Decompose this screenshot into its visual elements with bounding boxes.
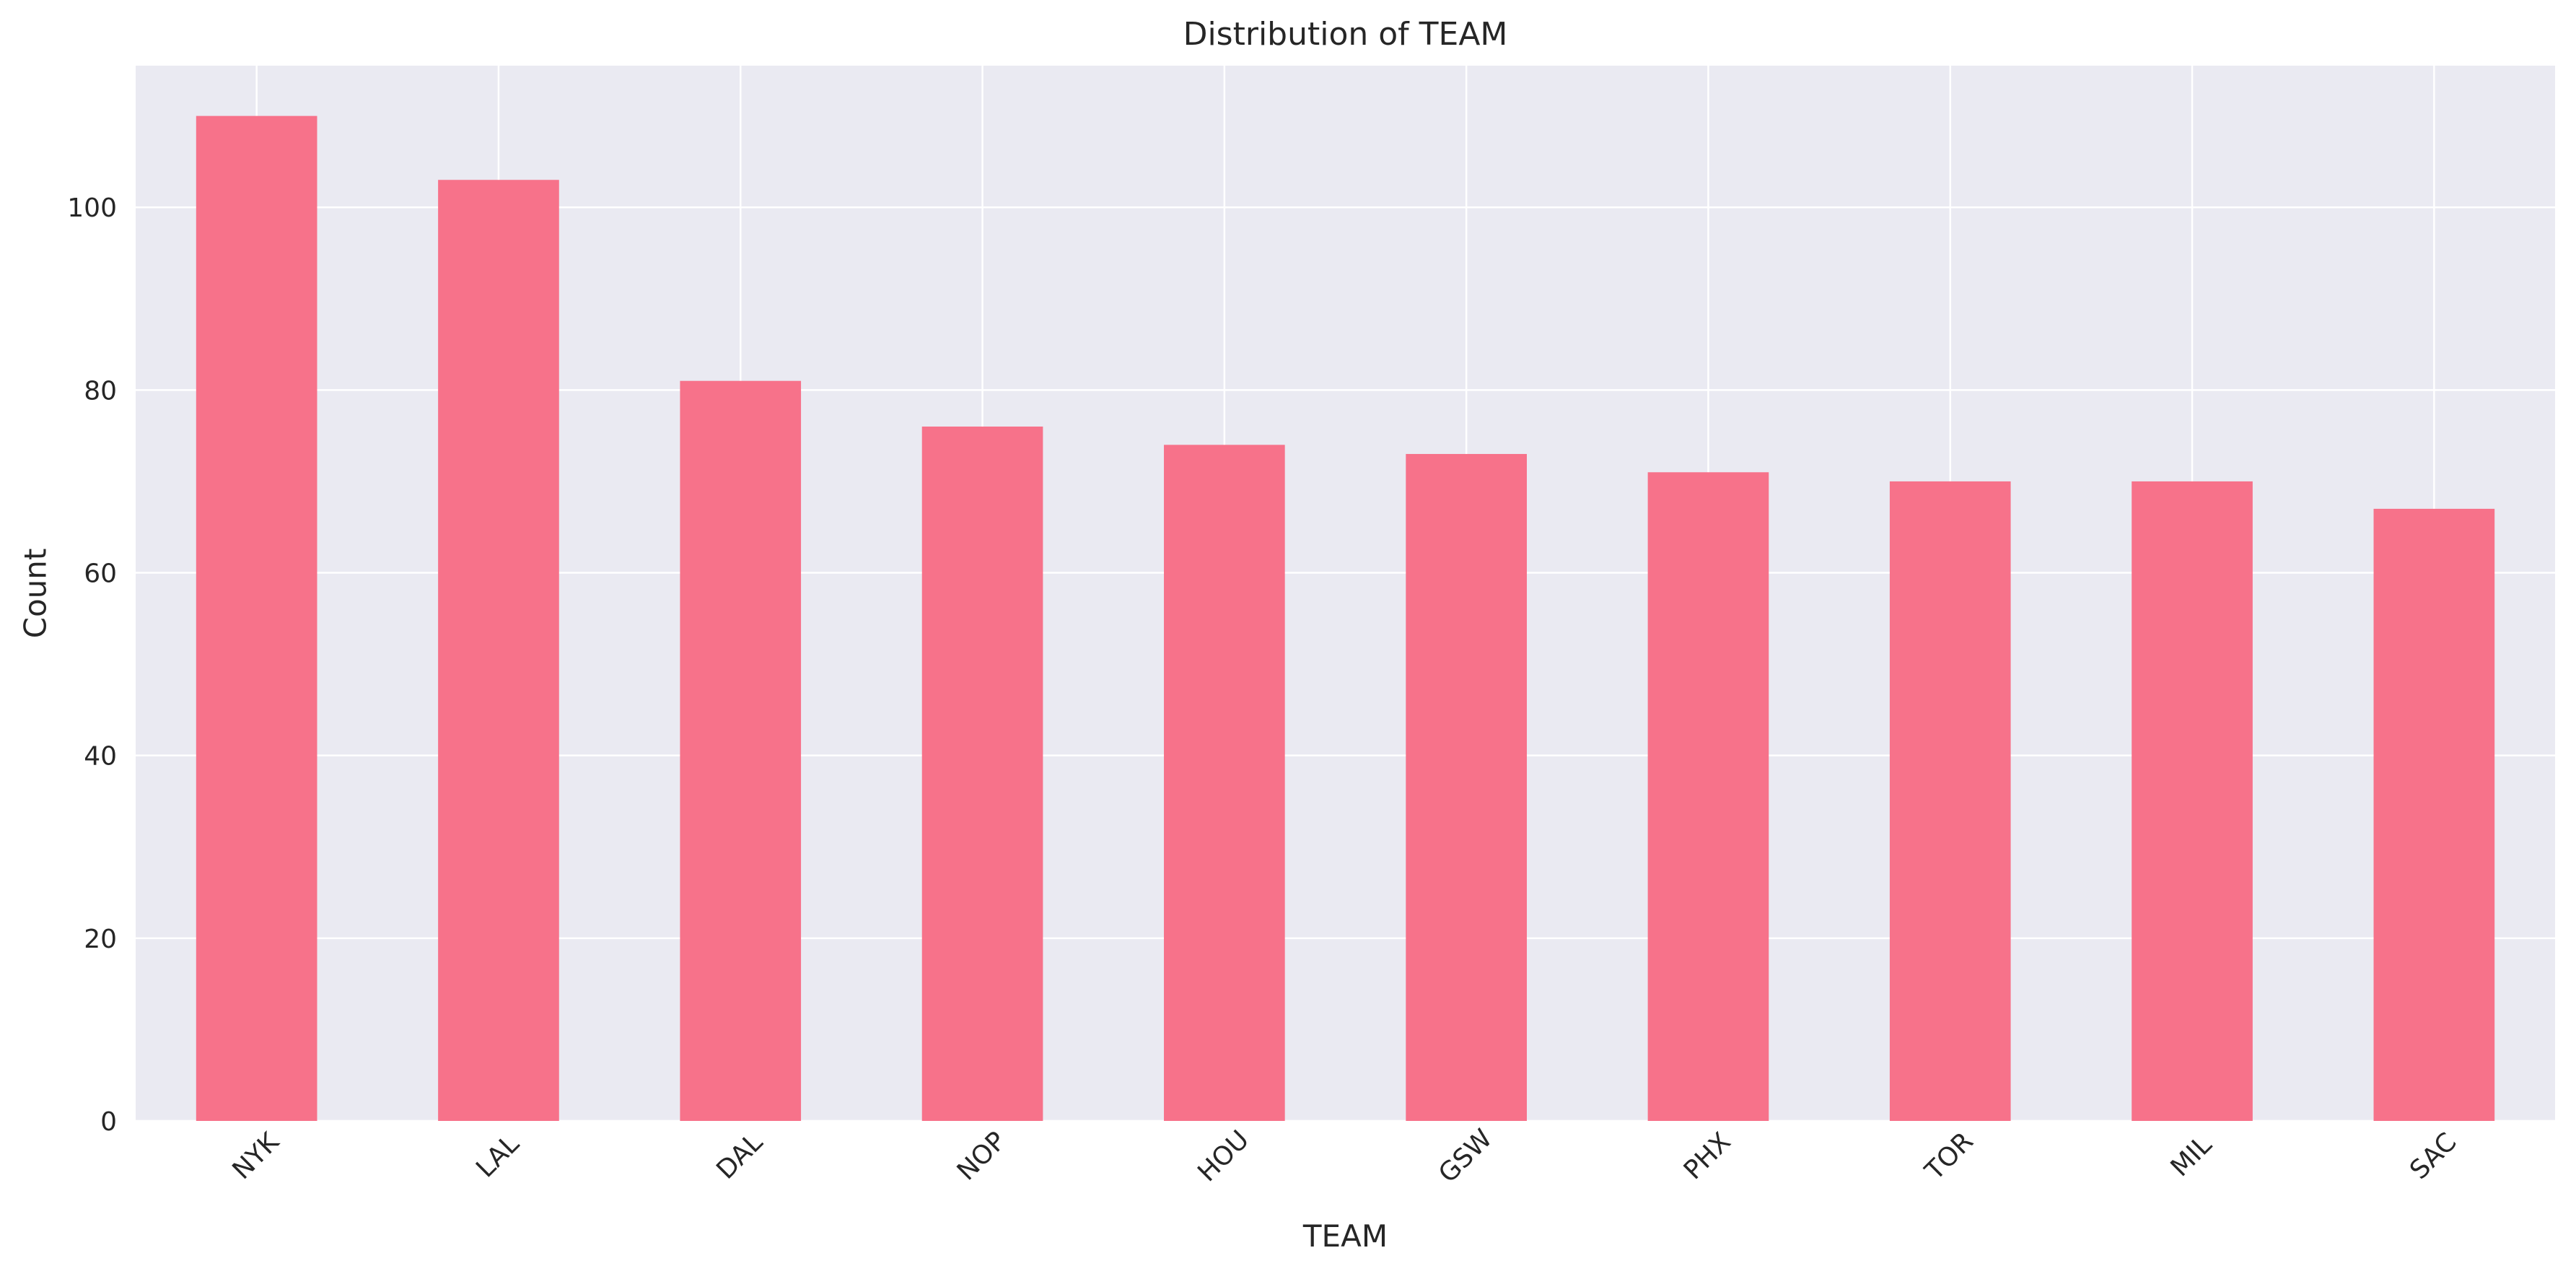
x-tick-label: LAL bbox=[470, 1129, 525, 1183]
bar-sac bbox=[2373, 508, 2495, 1121]
y-tick-label: 100 bbox=[67, 193, 117, 223]
bar-hou bbox=[1164, 445, 1285, 1121]
x-tick-label: TOR bbox=[1919, 1127, 1979, 1187]
y-tick-label: 40 bbox=[84, 742, 117, 772]
x-tick-label: NOP bbox=[952, 1126, 1012, 1186]
bar-nop bbox=[921, 426, 1043, 1121]
bar-phx bbox=[1647, 472, 1769, 1121]
bar-mil bbox=[2132, 481, 2253, 1121]
x-tick-label: DAL bbox=[711, 1127, 768, 1185]
bar-dal bbox=[680, 380, 802, 1121]
x-tick-label: PHX bbox=[1678, 1127, 1737, 1185]
chart-title: Distribution of TEAM bbox=[1183, 16, 1508, 53]
y-tick-label: 20 bbox=[84, 925, 117, 954]
bar-gsw bbox=[1406, 453, 1527, 1121]
bar-tor bbox=[1889, 481, 2011, 1121]
x-tick-label: GSW bbox=[1433, 1124, 1498, 1189]
y-axis-ticks: 0 20 40 60 80 100 bbox=[67, 193, 117, 1137]
y-tick-label: 0 bbox=[100, 1107, 117, 1137]
x-tick-label: SAC bbox=[2404, 1127, 2462, 1185]
y-tick-label: 60 bbox=[84, 559, 117, 589]
bars bbox=[196, 115, 2495, 1122]
y-tick-label: 80 bbox=[84, 376, 117, 406]
x-tick-label: MIL bbox=[2165, 1130, 2218, 1183]
x-tick-label: HOU bbox=[1192, 1125, 1255, 1188]
x-tick-label: NYK bbox=[227, 1127, 285, 1185]
y-axis-label: Count bbox=[18, 549, 53, 639]
bar-nyk bbox=[196, 115, 317, 1122]
x-axis-label: TEAM bbox=[1302, 1218, 1388, 1254]
x-axis-ticks: NYK LAL DAL NOP HOU GSW PHX TOR MIL SAC bbox=[227, 1124, 2462, 1189]
bar-lal bbox=[438, 180, 559, 1122]
